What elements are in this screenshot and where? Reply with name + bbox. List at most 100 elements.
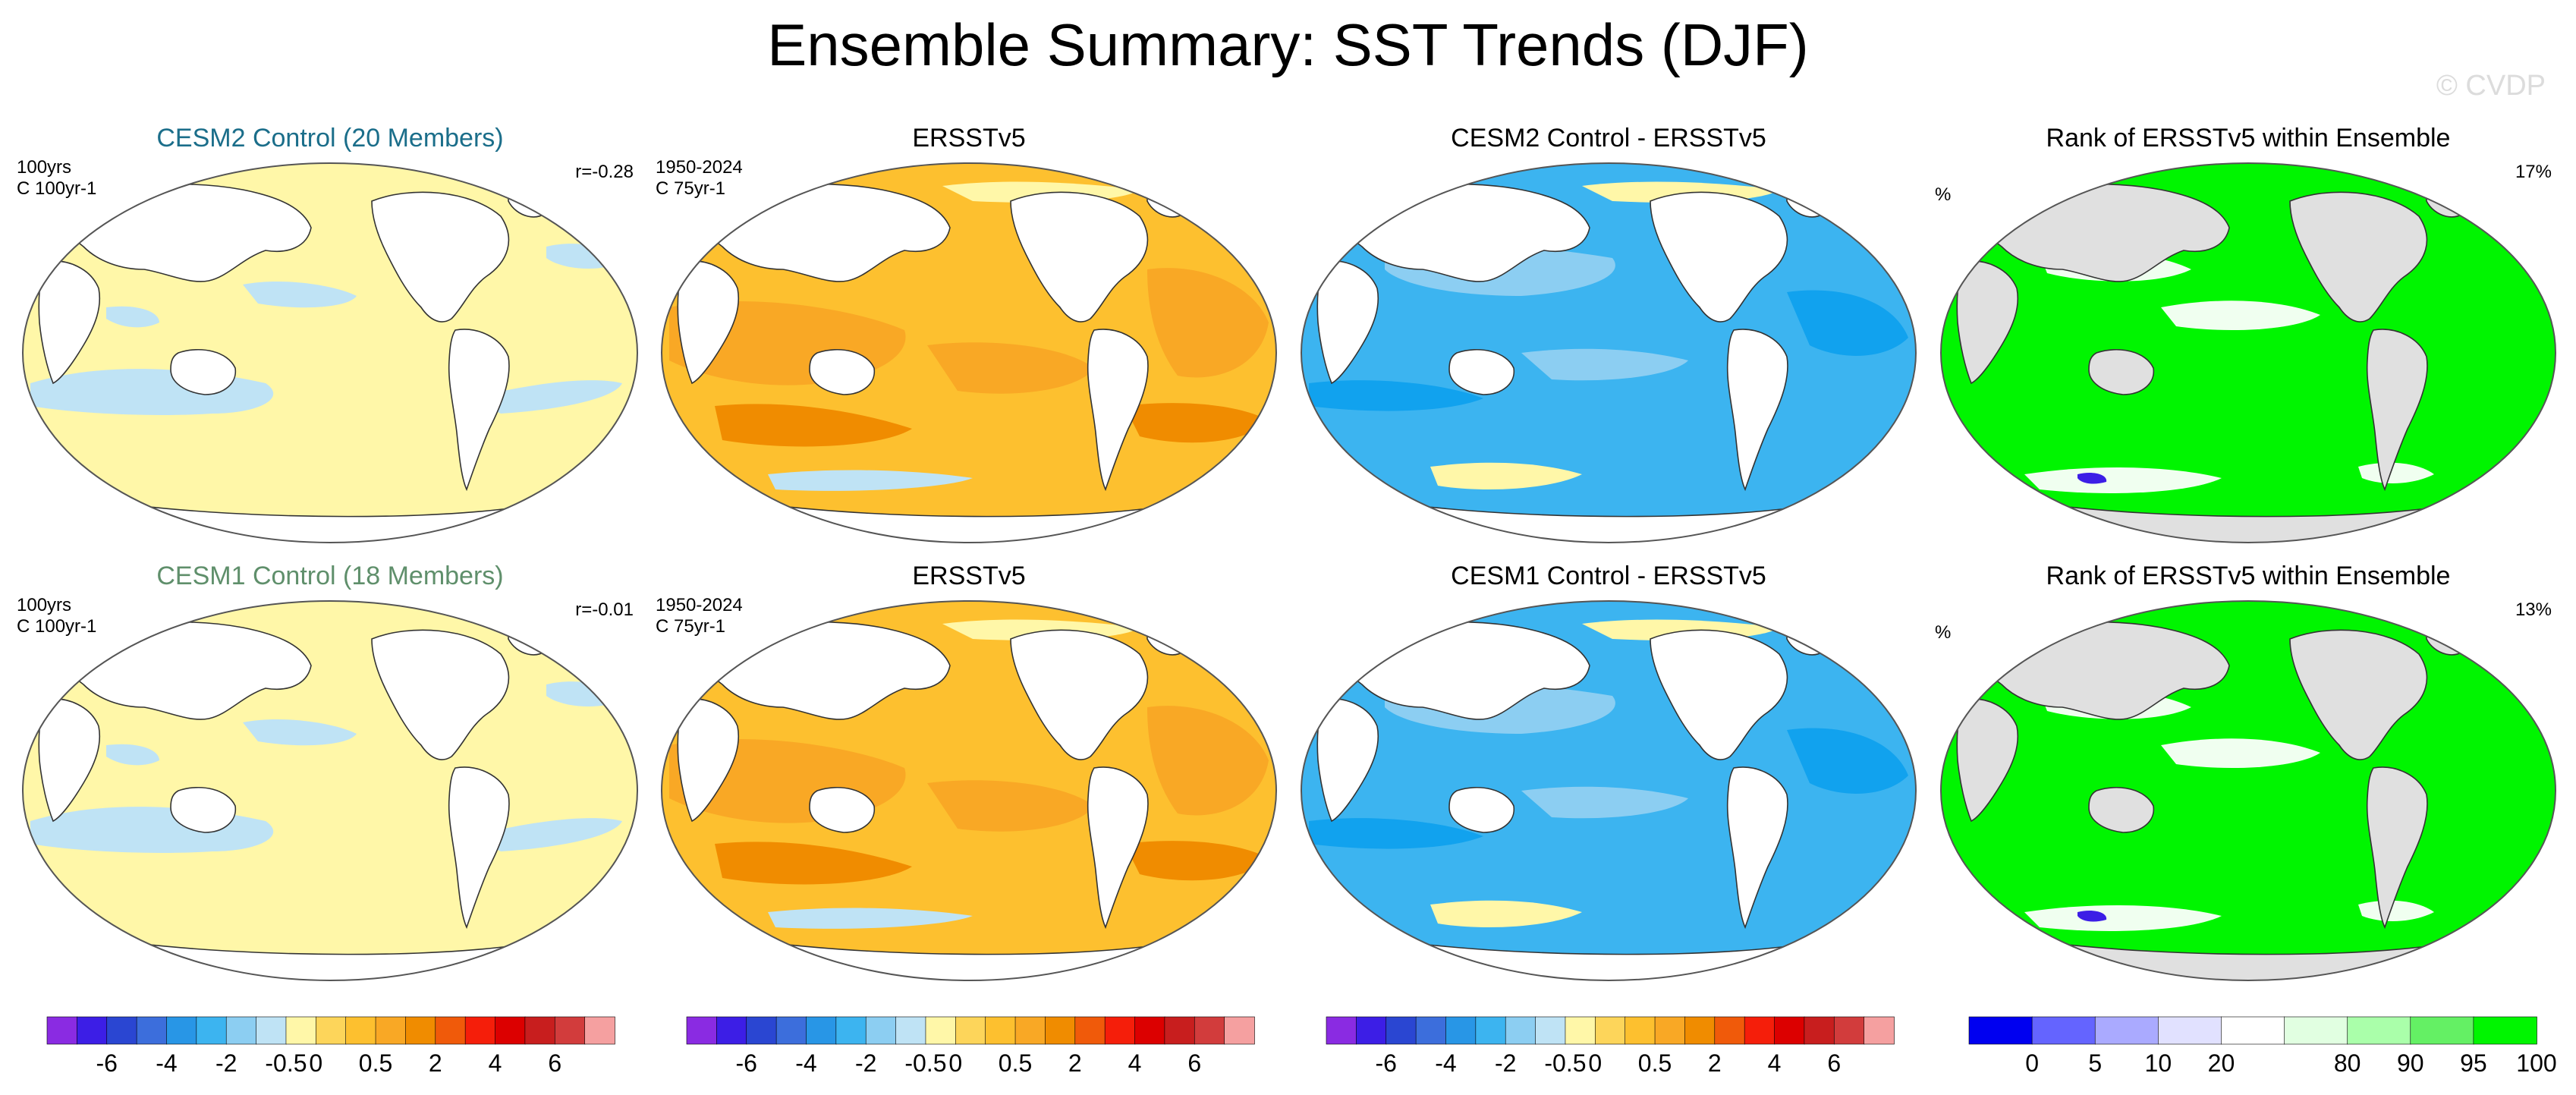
trend-colorbar-swatch [285,1016,317,1045]
trend-colorbar-swatch [1014,1016,1046,1045]
panel-left-annotation: 1950-2024 C 75yr-1 [656,157,743,200]
trend-colorbar-swatch [835,1016,867,1045]
rank-colorbar-tick-label: 10 [2145,1049,2172,1077]
trend-colorbar-tick-label: 4 [489,1049,502,1077]
trend-colorbar-3: -6 -4 -2 -0.5 0 0.5 2 4 6 [1326,1016,1895,1077]
panel-right-annotation: r=-0.01 [575,599,634,620]
trend-colorbar-swatch [524,1016,556,1045]
trend-colorbar-swatch [1104,1016,1136,1045]
panel-title: Rank of ERSSTv5 within Ensemble [2046,124,2451,153]
trend-colorbar-swatch [985,1016,1016,1045]
rank-colorbar: 0 5 10 20 80 90 95 100 [1968,1016,2557,1077]
trend-colorbar-swatch [1565,1016,1596,1045]
trend-colorbar-swatch [716,1016,747,1045]
ersst-map-5 [661,600,1277,981]
diff-map-6 [1301,600,1917,981]
trend-colorbar-tick-label: 4 [1128,1049,1142,1077]
panel-right-annotation: r=-0.28 [575,162,634,182]
trend-colorbar-tick-label: -2 [215,1049,237,1077]
panel-title: ERSSTv5 [912,124,1026,153]
trend-colorbar-swatch [1864,1016,1895,1045]
panel-title: CESM1 Control (18 Members) [156,562,504,590]
trend-colorbar-tick-label: -6 [96,1049,118,1077]
annotation-line: C 75yr-1 [656,616,726,637]
panel-title: CESM2 Control (20 Members) [156,124,504,153]
annotation-line: C 100yr-1 [17,178,97,199]
rank-colorbar-swatch [2221,1016,2285,1045]
annotation-line: % [1935,184,1952,205]
trend-colorbar-tick-label: -0.5 [265,1049,307,1077]
trend-colorbar-swatch [405,1016,436,1045]
panel-right-annotation: 17% [2515,162,2552,182]
trend-colorbar-swatch [895,1016,926,1045]
trend-colorbar-swatch [1505,1016,1536,1045]
trend-colorbar-swatch [77,1016,108,1045]
trend-colorbar-swatch [806,1016,837,1045]
panel-left-annotation: 1950-2024 C 75yr-1 [656,595,743,637]
trend-colorbar-swatch [375,1016,407,1045]
panel-left-annotation: 100yrs C 100yr-1 [17,595,96,637]
trend-colorbar-swatch [1134,1016,1165,1045]
trend-colorbar-tick-label: -4 [1435,1049,1456,1077]
trend-colorbar-swatch [1224,1016,1255,1045]
trend-colorbar-swatch [1714,1016,1745,1045]
panel-title: Rank of ERSSTv5 within Ensemble [2046,562,2451,590]
rank-colorbar-tick-label: 5 [2088,1049,2102,1077]
panel-left-annotation: % [1935,622,1951,643]
trend-colorbar-tick-label: 2 [1068,1049,1082,1077]
diff-map-2 [1301,162,1917,543]
rank-colorbar-tick-label: 20 [2208,1049,2235,1077]
trend-colorbar-swatch [1445,1016,1477,1045]
annotation-line: 100yrs [17,595,72,615]
trend-colorbar-tick-label: -6 [1376,1049,1397,1077]
trend-colorbar-swatch [1326,1016,1357,1045]
trend-colorbar-tick-label: -4 [156,1049,177,1077]
trend-colorbar-2: -6 -4 -2 -0.5 0 0.5 2 4 6 [686,1016,1255,1077]
rank-colorbar-swatch [2284,1016,2348,1045]
ersst-map-1 [661,162,1277,543]
trend-colorbar-tick-label: -0.5 [904,1049,946,1077]
panel-left-annotation: 100yrs C 100yr-1 [17,157,96,200]
trend-colorbar-swatch [1164,1016,1196,1045]
trend-colorbar-tick-label: -0.5 [1544,1049,1586,1077]
trend-colorbar-swatch [225,1016,257,1045]
copyright-watermark: © CVDP [2436,70,2546,102]
trend-colorbar-swatch [1744,1016,1776,1045]
trend-colorbar-swatch [166,1016,197,1045]
figure-title: Ensemble Summary: SST Trends (DJF) [767,11,1809,78]
annotation-line: C 100yr-1 [17,616,97,637]
trend-colorbar-swatch [106,1016,137,1045]
trend-colorbar-swatch [955,1016,986,1045]
annotation-line: 1950-2024 [656,157,743,178]
trend-colorbar-tick-label: -2 [1495,1049,1516,1077]
rank-colorbar-tick-label: 90 [2397,1049,2424,1077]
rank-colorbar-tick-label: 100 [2516,1049,2556,1077]
trend-colorbar-swatch [136,1016,168,1045]
trend-colorbar-tick-label: 2 [429,1049,442,1077]
trend-colorbar-tick-label: 0.5 [359,1049,392,1077]
trend-colorbar-swatch [1654,1016,1686,1045]
trend-colorbar-swatch [746,1016,777,1045]
rank-colorbar-swatch [2031,1016,2096,1045]
trend-colorbar-swatch [1625,1016,1656,1045]
trend-colorbar-swatch [464,1016,496,1045]
trend-colorbar-swatch [256,1016,287,1045]
trend-colorbar-tick-label: 4 [1768,1049,1782,1077]
trend-colorbar-swatch [345,1016,376,1045]
trend-colorbar-tick-label: 6 [1827,1049,1841,1077]
trend-colorbar-swatch [1595,1016,1626,1045]
trend-colorbar-swatch [865,1016,897,1045]
trend-colorbar-swatch [1535,1016,1566,1045]
rank-colorbar-swatch [2094,1016,2159,1045]
trend-colorbar-swatch [1356,1016,1387,1045]
trend-colorbar-tick-label: 0.5 [1638,1049,1672,1077]
trend-colorbar-tick-label: -2 [855,1049,876,1077]
panel-left-annotation: % [1935,184,1951,206]
trend-colorbar-tick-label: 0.5 [999,1049,1032,1077]
trend-colorbar-tick-label: 2 [1708,1049,1722,1077]
rank-colorbar-tick-label: 0 [2025,1049,2039,1077]
annotation-line: 1950-2024 [656,595,743,615]
trend-colorbar-swatch [584,1016,615,1045]
trend-colorbar-tick-label: 0 [309,1049,322,1077]
trend-colorbar-tick-label: -6 [736,1049,757,1077]
